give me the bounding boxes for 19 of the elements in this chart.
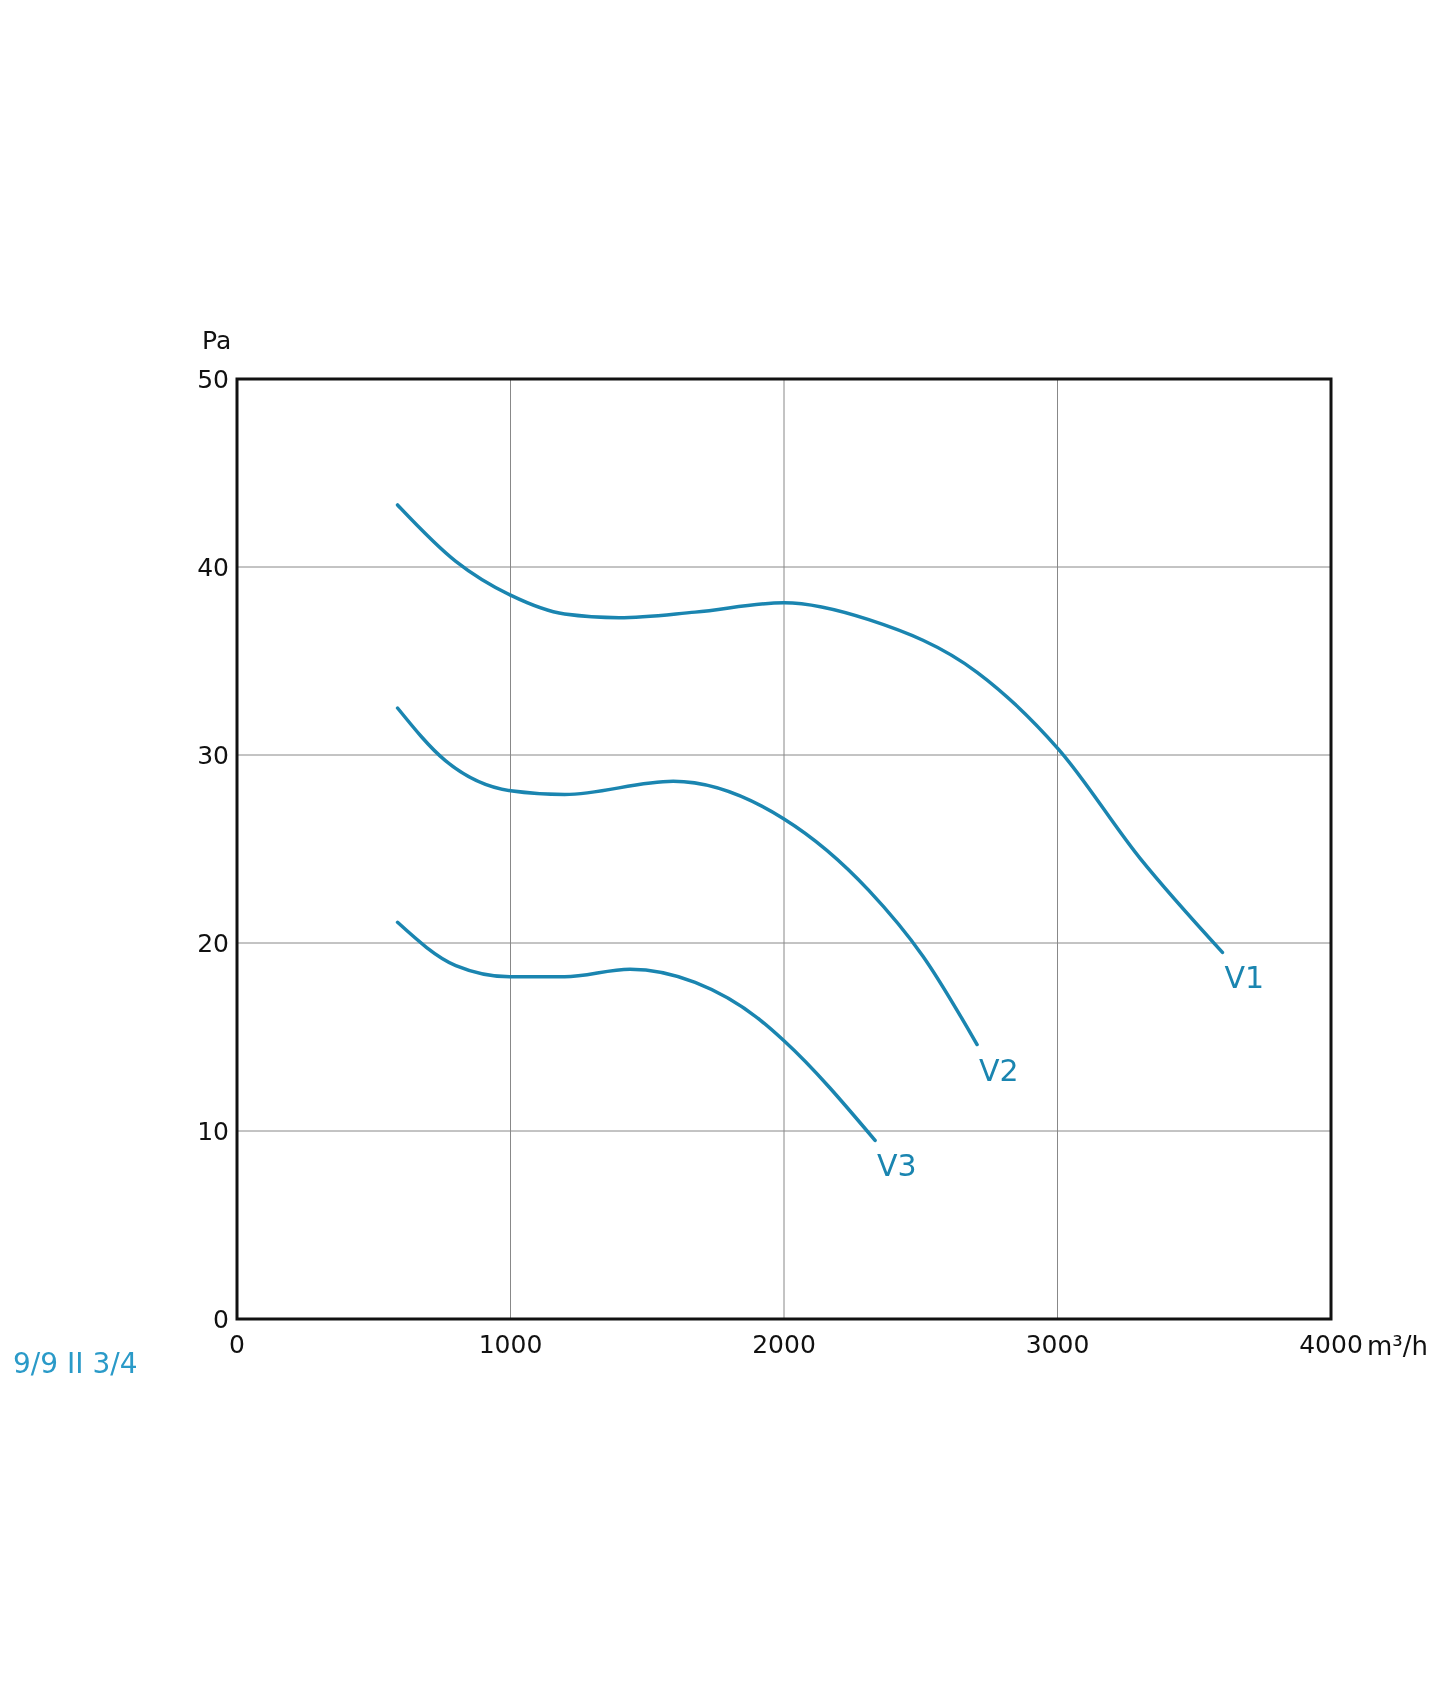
y-tick-label: 0 [213, 1305, 229, 1334]
y-tick-label: 30 [197, 741, 229, 770]
y-tick-label: 20 [197, 929, 229, 958]
y-axis-title: Pa [202, 326, 232, 355]
x-tick-label: 3000 [1025, 1330, 1090, 1359]
series-label: V1 [1224, 960, 1265, 996]
series-label: V2 [979, 1052, 1019, 1088]
line-series [395, 706, 979, 1047]
x-axis-title: m³/h [1367, 1331, 1428, 1361]
x-tick-label: 1000 [478, 1330, 543, 1359]
x-tick-label: 2000 [752, 1330, 816, 1359]
line-series [395, 503, 1225, 955]
line-series [395, 920, 877, 1143]
y-tick-label: 40 [197, 553, 229, 582]
series-label: V3 [877, 1148, 917, 1184]
text: 9/9 II 3/4 [13, 1347, 138, 1380]
x-tick-label: 4000 [1299, 1330, 1363, 1359]
y-tick-label: 50 [197, 365, 229, 394]
y-tick-label: 10 [197, 1117, 229, 1146]
